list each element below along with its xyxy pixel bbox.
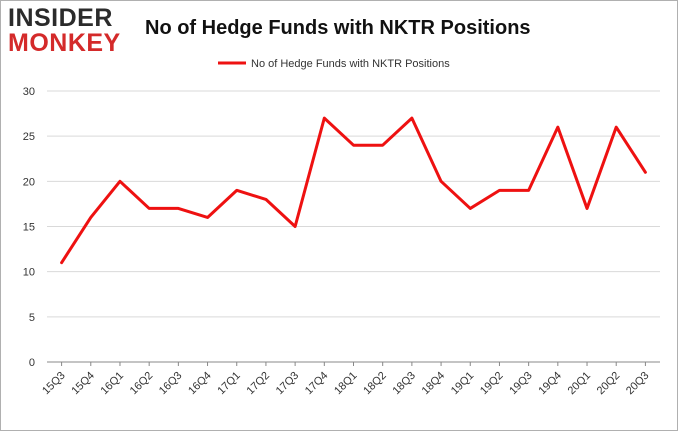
data-point <box>615 126 618 129</box>
y-tick-label: 5 <box>29 312 35 324</box>
x-tick-label: 20Q1 <box>566 370 594 398</box>
y-tick-label: 10 <box>23 267 35 279</box>
x-tick-label: 19Q2 <box>478 370 506 398</box>
x-tick-label: 18Q2 <box>361 370 389 398</box>
x-tick-label: 15Q4 <box>69 370 97 398</box>
data-point <box>410 117 413 120</box>
data-point <box>381 144 384 147</box>
chart-title: No of Hedge Funds with NKTR Positions <box>145 17 531 39</box>
data-point <box>118 180 121 183</box>
data-point <box>498 189 501 192</box>
x-tick-label: 15Q3 <box>40 370 68 398</box>
x-tick-label: 17Q2 <box>245 370 273 398</box>
legend-label: No of Hedge Funds with NKTR Positions <box>251 58 450 70</box>
x-tick-label: 16Q1 <box>99 370 127 398</box>
y-tick-label: 20 <box>23 176 35 188</box>
x-tick-label: 18Q3 <box>390 370 418 398</box>
x-tick-label: 20Q3 <box>624 370 652 398</box>
x-tick-label: 19Q3 <box>507 370 535 398</box>
data-point <box>206 216 209 219</box>
x-tick-label: 20Q2 <box>595 370 623 398</box>
x-tick-label: 16Q3 <box>157 370 185 398</box>
x-tick-label: 19Q4 <box>536 370 564 398</box>
data-point <box>586 207 589 210</box>
y-tick-label: 15 <box>23 222 35 234</box>
data-point <box>644 171 647 174</box>
data-point <box>148 207 151 210</box>
data-point <box>177 207 180 210</box>
series-line-0 <box>60 116 647 265</box>
data-point <box>89 216 92 219</box>
x-tick-label: 19Q1 <box>449 370 477 398</box>
data-point <box>352 144 355 147</box>
x-tick-label: 18Q1 <box>332 370 360 398</box>
x-tick-label: 17Q3 <box>274 370 302 398</box>
x-tick-label: 17Q1 <box>215 370 243 398</box>
insider-monkey-logo: INSIDER MONKEY <box>8 6 128 56</box>
data-point <box>527 189 530 192</box>
data-point <box>469 207 472 210</box>
data-point <box>556 126 559 129</box>
data-point <box>294 225 297 228</box>
data-point <box>440 180 443 183</box>
data-point <box>235 189 238 192</box>
y-tick-label: 0 <box>29 357 35 369</box>
data-point <box>264 198 267 201</box>
data-point <box>323 117 326 120</box>
y-tick-label: 25 <box>23 131 35 143</box>
x-tick-label: 17Q4 <box>303 370 331 398</box>
data-point <box>60 261 63 264</box>
x-tick-label: 16Q4 <box>186 370 214 398</box>
x-tick-label: 16Q2 <box>128 370 156 398</box>
y-tick-label: 30 <box>23 86 35 98</box>
x-tick-label: 18Q4 <box>420 370 448 398</box>
logo-line-1: INSIDER <box>8 4 113 32</box>
logo-line-2: MONKEY <box>8 29 121 57</box>
